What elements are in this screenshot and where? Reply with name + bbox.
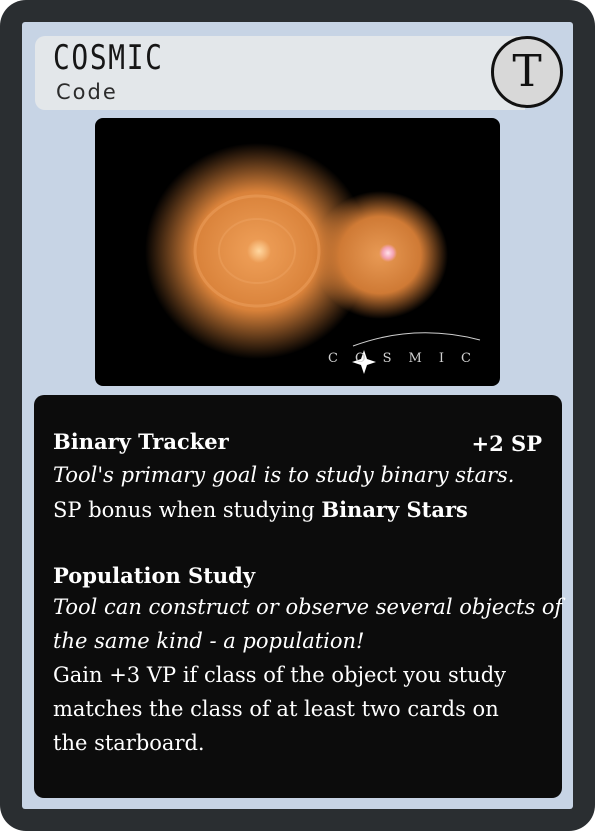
- ability-bonus: +2 SP: [471, 431, 542, 456]
- type-badge: T: [491, 36, 563, 108]
- ability-flavor-line: the same kind - a population!: [53, 629, 365, 653]
- ability-effect-line: Gain +3 VP if class of the object you st…: [53, 663, 507, 687]
- ability-effect-line: matches the class of at least two cards …: [53, 697, 499, 721]
- card-title: COSMIC: [53, 38, 164, 78]
- rules-text-box: Binary Tracker +2 SP Tool's primary goal…: [34, 395, 562, 798]
- ability-name-population-study: Population Study: [53, 563, 256, 588]
- logo-arc: [352, 332, 481, 347]
- logo-star-icon: [352, 350, 376, 374]
- ability-effect: SP bonus when studying Binary Stars: [53, 497, 468, 522]
- secondary-star: [379, 244, 397, 262]
- ability-name-binary-tracker: Binary Tracker: [53, 429, 229, 454]
- ability-effect-line: the starboard.: [53, 731, 205, 755]
- card-artwork: [95, 118, 500, 386]
- primary-star: [247, 239, 271, 263]
- title-bar: [35, 36, 525, 110]
- ability-effect-text: SP bonus when studying: [53, 498, 322, 522]
- ability-flavor: Tool's primary goal is to study binary s…: [53, 463, 515, 487]
- ability-effect-keyword: Binary Stars: [321, 497, 468, 522]
- artwork-logo-text: COSMIC: [328, 351, 488, 366]
- ability-flavor-line: Tool can construct or observe several ob…: [53, 595, 563, 619]
- card-subtitle: Code: [56, 80, 118, 104]
- nebula-illustration: [145, 143, 481, 374]
